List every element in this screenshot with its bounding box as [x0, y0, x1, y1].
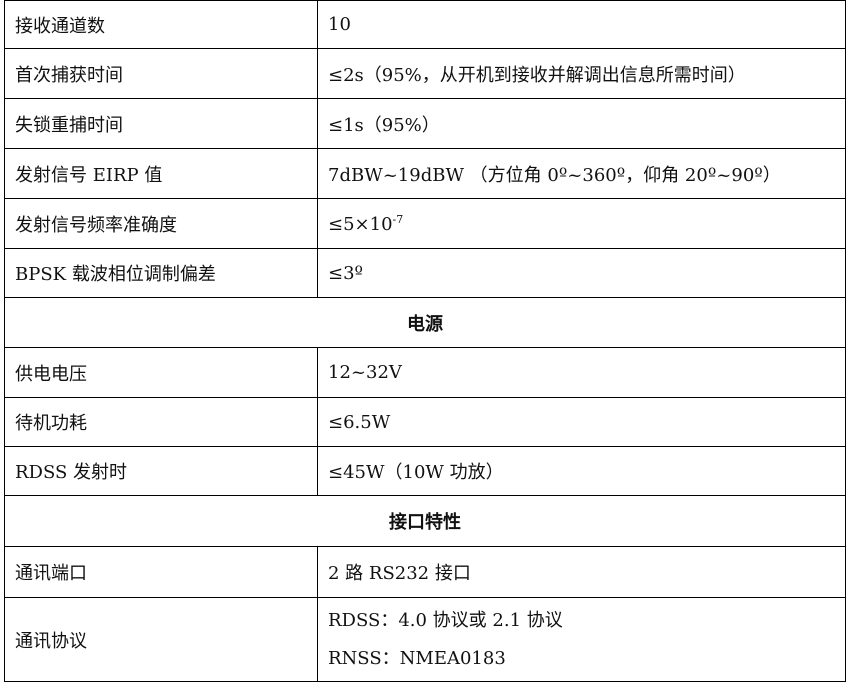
row-value: 12~32V [317, 347, 846, 398]
table-row: 通讯协议 RDSS：4.0 协议或 2.1 协议 RNSS：NMEA0183 [4, 597, 846, 682]
section-header-row: 接口特性 [4, 495, 846, 547]
row-label: RDSS 发射时 [4, 446, 318, 496]
row-label: 通讯协议 [4, 597, 318, 682]
row-value: 2 路 RS232 接口 [317, 546, 846, 598]
table-row: RDSS 发射时 ≤45W（10W 功放） [4, 446, 846, 496]
value-line: RDSS：4.0 协议或 2.1 协议 [328, 609, 563, 631]
row-value: ≤1s（95%） [317, 98, 846, 149]
row-value: ≤2s（95%，从开机到接收并解调出信息所需时间） [317, 48, 846, 99]
row-value: ≤5×10-7 [317, 198, 846, 249]
row-value: ≤6.5W [317, 397, 846, 447]
spec-table: 接收通道数 10 首次捕获时间 ≤2s（95%，从开机到接收并解调出信息所需时间） … [4, 0, 846, 682]
table-row: 首次捕获时间 ≤2s（95%，从开机到接收并解调出信息所需时间） [4, 48, 846, 99]
row-value: ≤3º [317, 248, 846, 298]
row-label: 首次捕获时间 [4, 48, 318, 99]
section-title-interface: 接口特性 [4, 495, 846, 547]
row-value: RDSS：4.0 协议或 2.1 协议 RNSS：NMEA0183 [317, 597, 846, 682]
section-title-power: 电源 [4, 297, 846, 348]
table-row: 发射信号频率准确度 ≤5×10-7 [4, 198, 846, 249]
row-label: 失锁重捕时间 [4, 98, 318, 149]
row-label: 待机功耗 [4, 397, 318, 447]
table-row: 接收通道数 10 [4, 0, 846, 49]
table-row: 待机功耗 ≤6.5W [4, 397, 846, 447]
section-header-row: 电源 [4, 297, 846, 348]
row-value: ≤45W（10W 功放） [317, 446, 846, 496]
row-label: 发射信号 EIRP 值 [4, 148, 318, 199]
row-label: 通讯端口 [4, 546, 318, 598]
exponent: -7 [392, 212, 404, 226]
row-label: BPSK 载波相位调制偏差 [4, 248, 318, 298]
table-row: BPSK 载波相位调制偏差 ≤3º [4, 248, 846, 298]
value-line: RNSS：NMEA0183 [328, 647, 506, 669]
value-text: ≤5×10 [328, 213, 393, 235]
table-row: 发射信号 EIRP 值 7dBW~19dBW （方位角 0º~360º，仰角 20… [4, 148, 846, 199]
row-value: 7dBW~19dBW （方位角 0º~360º，仰角 20º~90º） [317, 148, 846, 199]
table-row: 通讯端口 2 路 RS232 接口 [4, 546, 846, 598]
row-value: 10 [317, 0, 846, 49]
row-label: 接收通道数 [4, 0, 318, 49]
table-row: 供电电压 12~32V [4, 347, 846, 398]
table-row: 失锁重捕时间 ≤1s（95%） [4, 98, 846, 149]
row-label: 供电电压 [4, 347, 318, 398]
row-label: 发射信号频率准确度 [4, 198, 318, 249]
